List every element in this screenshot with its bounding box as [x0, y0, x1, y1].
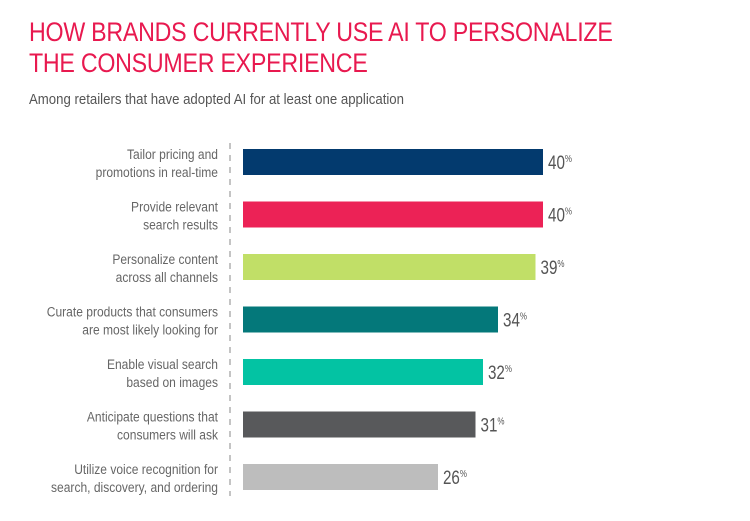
chart-title-line-1: HOW BRANDS CURRENTLY USE AI TO PERSONALI…: [29, 17, 613, 47]
value-label-3: 39%: [541, 256, 565, 278]
bar-4: [243, 306, 498, 333]
category-label-3-line-1: Personalize content: [112, 251, 218, 267]
category-label-7-line-2: search, discovery, and ordering: [51, 479, 218, 495]
bar-5: [243, 359, 483, 385]
bar-2: [243, 201, 543, 228]
value-label-4: 34%: [503, 309, 527, 331]
category-label-1-line-2: promotions in real-time: [96, 164, 218, 180]
category-label-5-line-1: Enable visual search: [107, 356, 218, 372]
value-label-2: 40%: [548, 204, 572, 226]
category-label-4-line-2: are most likely looking for: [82, 322, 218, 338]
chart-subtitle: Among retailers that have adopted AI for…: [29, 91, 404, 108]
value-label-5: 32%: [488, 361, 512, 383]
chart-title-line-2: THE CONSUMER EXPERIENCE: [29, 48, 368, 78]
category-label-1-line-1: Tailor pricing and: [127, 146, 218, 162]
category-label-7-line-1: Utilize voice recognition for: [74, 461, 218, 477]
value-label-1: 40%: [548, 151, 572, 173]
bar-1: [243, 149, 543, 175]
bar-6: [243, 411, 476, 438]
category-label-4-line-1: Curate products that consumers: [47, 304, 219, 320]
category-label-6-line-1: Anticipate questions that: [87, 409, 218, 425]
value-label-6: 31%: [481, 414, 505, 436]
value-label-7: 26%: [443, 466, 467, 488]
category-label-3-line-2: across all channels: [116, 269, 219, 285]
bar-7: [243, 464, 438, 490]
category-label-2-line-1: Provide relevant: [131, 199, 218, 215]
category-label-6-line-2: consumers will ask: [117, 427, 218, 443]
category-label-5-line-2: based on images: [126, 374, 218, 390]
chart-title: HOW BRANDS CURRENTLY USE AI TO PERSONALI…: [29, 17, 613, 79]
bar-3: [243, 254, 536, 280]
category-label-2-line-2: search results: [143, 217, 218, 233]
